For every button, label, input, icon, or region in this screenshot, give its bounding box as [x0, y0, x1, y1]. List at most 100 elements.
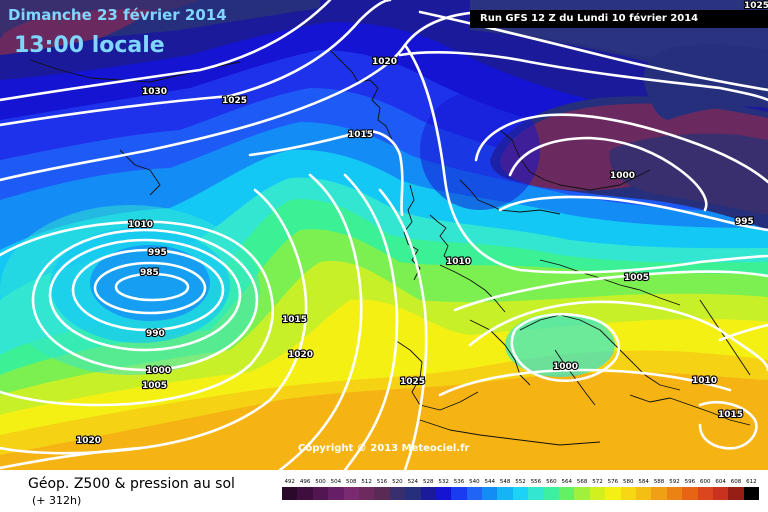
isobar-label: 990 [146, 329, 165, 339]
isobar-label: 1025 [222, 96, 247, 106]
scale-swatch [512, 487, 529, 500]
isobar-990-low [93, 261, 207, 315]
isobar-1000-low [48, 238, 242, 352]
scale-cell: 528 [420, 478, 436, 500]
scale-swatch [282, 487, 298, 500]
isobar-985-low [114, 272, 190, 302]
isobar-label: 1025 [744, 1, 768, 11]
forecast-time: 13:00 locale [14, 33, 165, 58]
isobar-label: 1010 [692, 376, 717, 386]
scale-swatch [435, 487, 452, 500]
copyright-notice: Copyright © 2013 Meteociel.fr [298, 443, 470, 454]
scale-value: 508 [346, 479, 357, 485]
isobar-1020-n [0, 10, 502, 182]
scale-value: 608 [730, 479, 742, 485]
scale-swatch [528, 487, 544, 500]
scale-swatch [589, 487, 606, 500]
scale-swatch [374, 487, 390, 500]
scale-swatch [620, 487, 636, 500]
scale-cell: 568 [574, 478, 590, 500]
legend-title: Géop. Z500 & pression au sol [28, 476, 235, 492]
isobar-1015-n [248, 129, 404, 217]
scale-cell: 516 [374, 478, 390, 500]
isobar-label: 1020 [372, 57, 397, 67]
legend-bar: Géop. Z500 & pression au sol (+ 312h) 49… [0, 470, 768, 512]
isobar-1020-sw [0, 446, 142, 470]
isobar-label: 1015 [282, 315, 307, 325]
scale-cell: 560 [543, 478, 560, 500]
scale-value: 568 [576, 479, 588, 485]
scale-swatch [343, 487, 359, 500]
isobar-label: 1000 [553, 362, 578, 372]
isobar-label: 1005 [142, 381, 167, 391]
isobar-1030-nw [0, 0, 332, 102]
scale-value: 540 [469, 479, 480, 485]
isobar-label: 1025 [400, 377, 425, 387]
isobar-1010-c [403, 43, 768, 274]
scale-cell: 592 [666, 478, 683, 500]
scale-cell: 556 [528, 478, 544, 500]
band-520-scand-e [609, 133, 768, 215]
scale-value: 612 [746, 479, 757, 485]
scale-swatch [482, 487, 498, 500]
scale-cell: 524 [405, 478, 421, 500]
scale-cell: 512 [358, 478, 375, 500]
scale-value: 496 [299, 479, 311, 485]
isobar-1015-iberia [378, 188, 428, 470]
scale-cell: 580 [620, 478, 636, 500]
scale-value: 492 [284, 479, 295, 485]
scale-value: 536 [453, 479, 465, 485]
med-low-cyan [505, 313, 615, 377]
isobar-label: 1000 [610, 171, 635, 181]
scale-value: 604 [715, 479, 726, 485]
scale-cell: 552 [512, 478, 529, 500]
isobar-label: 1030 [142, 87, 167, 97]
isobar-1005-c2 [468, 300, 768, 372]
isobar-labels: 1030 1025 1020 1015 1025 1000 995 1010 9… [75, 0, 768, 447]
scale-swatch [559, 487, 575, 500]
isobar-1010-se [438, 368, 732, 397]
scale-value: 548 [499, 479, 511, 485]
scale-cell: 504 [328, 478, 344, 500]
scale-swatch [420, 487, 436, 500]
scale-cell: 540 [466, 478, 483, 500]
scale-cell: 588 [651, 478, 667, 500]
isobar-label: 1000 [146, 366, 171, 376]
isobar-995-scand [498, 195, 768, 232]
scale-swatch [497, 487, 513, 500]
scale-value: 500 [315, 479, 326, 485]
scale-value: 600 [699, 479, 711, 485]
scale-value: 592 [669, 479, 680, 485]
scale-cell: 496 [297, 478, 313, 500]
scale-swatch [543, 487, 560, 500]
scale-swatch [297, 487, 313, 500]
scale-value: 504 [330, 479, 342, 485]
scale-swatch [605, 487, 621, 500]
scale-cell: 604 [712, 478, 729, 500]
scale-swatch [697, 487, 713, 500]
scale-value: 584 [638, 479, 649, 485]
scale-swatch [743, 487, 760, 500]
isobar-1000-scand [508, 136, 708, 212]
scale-swatch [666, 487, 683, 500]
scale-cell: 584 [635, 478, 652, 500]
band-512-nw-core [0, 9, 150, 55]
scale-swatch [358, 487, 375, 500]
scale-swatch [574, 487, 590, 500]
scale-cell: 508 [343, 478, 359, 500]
isobar-1005-e-end [718, 323, 768, 342]
isobar-label: 1010 [128, 220, 153, 230]
scale-swatch [651, 487, 667, 500]
scale-cell: 596 [682, 478, 698, 500]
scale-cell: 520 [389, 478, 406, 500]
scale-swatch [466, 487, 483, 500]
isobar-1015-se [698, 401, 758, 450]
scale-swatch [405, 487, 421, 500]
scale-value: 532 [438, 479, 449, 485]
isobar-1020-w [278, 173, 363, 470]
scale-swatch [682, 487, 698, 500]
scale-value: 588 [653, 479, 665, 485]
scale-swatch [728, 487, 744, 500]
scale-swatch [451, 487, 467, 500]
